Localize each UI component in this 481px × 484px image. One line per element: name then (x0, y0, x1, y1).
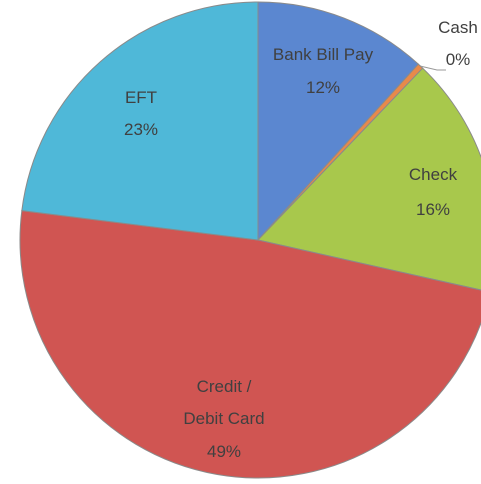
slice-label: Cash (438, 18, 478, 37)
slice-label: Credit / Debit Card (183, 377, 265, 428)
leader-line (420, 65, 446, 71)
slice-value-label: 49% (206, 442, 242, 461)
slice-label: Check (408, 165, 458, 184)
pie-slice (257, 1, 420, 242)
slice-label: EFT (124, 88, 158, 107)
pie-slice (19, 210, 481, 479)
slice-value-label: 23% (123, 120, 159, 139)
slice-label: Bank Bill Pay (272, 45, 374, 64)
slice-value-label: 0% (445, 50, 471, 69)
pie-slice (257, 67, 481, 291)
slice-value-label: 16% (415, 200, 451, 219)
slice-value-label: 12% (305, 78, 341, 97)
pie-slice (21, 1, 259, 241)
